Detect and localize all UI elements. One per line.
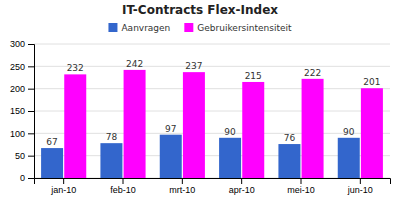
tick: mrt-10 [169,178,195,195]
tick-label: 100 [10,129,25,139]
data-label: 97 [165,124,176,134]
tick: 100 [10,129,34,139]
data-label: 78 [106,132,118,142]
data-label: 237 [185,61,202,71]
tick-label: jun-10 [347,185,373,195]
tick-label: 200 [10,84,25,94]
tick-mark [63,178,64,184]
axis-line [28,45,35,179]
tick: feb-10 [110,178,136,195]
bar [302,79,324,178]
tick-mark [28,66,34,67]
tick-label: 50 [15,151,25,161]
data-label: 215 [245,71,262,81]
data-label: 201 [363,77,380,87]
tick-label: 300 [10,39,25,49]
bar [278,144,300,178]
bar [219,138,241,178]
y-axis: 0 50 100 150 200 250 300 [10,39,35,183]
legend-item: Aanvragen [108,23,170,33]
tick-mark [301,178,302,184]
grid-line [34,44,390,45]
tick-label: 150 [10,106,25,116]
tick-label: feb-10 [110,185,136,195]
grid-line [34,66,390,67]
bar [338,138,360,178]
tick-label: 250 [10,62,25,72]
bar [242,82,264,178]
bar [41,148,63,178]
bar [361,88,383,178]
bars [41,70,383,178]
tick-mark [28,44,34,45]
bar [64,74,86,178]
data-label: 67 [46,137,57,147]
tick-label: apr-10 [229,185,255,195]
title: IT-Contracts Flex-Index [122,3,278,17]
tick: apr-10 [229,178,255,195]
axis-line [35,179,391,185]
tick: 300 [10,39,34,49]
tick-mark [28,156,34,157]
legend-item: Gebruikersintensiteit [184,23,292,33]
data-label: 222 [304,68,321,78]
bar [124,70,146,178]
grid-line [34,133,390,134]
grid-line [34,155,390,156]
data-label: 232 [67,63,84,73]
grid-line [34,88,390,89]
grid-line [34,111,390,112]
tick-label: jan-10 [50,185,76,195]
legend-label: Gebruikersintensiteit [197,23,292,33]
tick: jun-10 [347,178,373,195]
data-label: 76 [284,133,296,143]
bar [183,72,205,178]
tick-label: 0 [20,173,25,183]
tick: 50 [15,151,34,161]
bar [100,143,122,178]
tick-label: mrt-10 [169,185,195,195]
tick-mark [123,178,124,184]
data-label: 90 [343,127,355,137]
bar [160,135,182,178]
data-label: 90 [224,127,236,137]
plot: 67 78 97 90 76 90 232 242 237 215 222 201 0 50 100 150 2… [10,39,391,195]
x-axis: jan-10 feb-10 mrt-10 apr-10 mei-10 jun-10 [35,178,391,195]
tick: jan-10 [50,178,76,195]
tick: mei-10 [287,178,315,195]
tick-label: mei-10 [287,185,315,195]
tick-mark [28,178,34,179]
data-label: 242 [126,59,143,69]
tick-mark [28,89,34,90]
tick-mark [182,178,183,184]
tick-mark [28,111,34,112]
legend-swatch [108,23,117,32]
data-labels: 67 78 97 90 76 90 232 242 237 215 222 201 [46,59,380,147]
tick-mark [241,178,242,184]
tick: 250 [10,62,34,72]
legend: Aanvragen Gebruikersintensiteit [108,23,292,33]
legend-label: Aanvragen [121,23,170,33]
chart: IT-Contracts Flex-Index 67 78 97 90 76 90 232 24… [0,0,400,200]
tick: 0 [20,173,34,183]
tick-mark [28,133,34,134]
grid [34,44,390,178]
tick-mark [360,178,361,184]
legend-swatch [184,23,193,32]
tick: 200 [10,84,34,94]
tick: 150 [10,106,34,116]
series [64,70,383,178]
